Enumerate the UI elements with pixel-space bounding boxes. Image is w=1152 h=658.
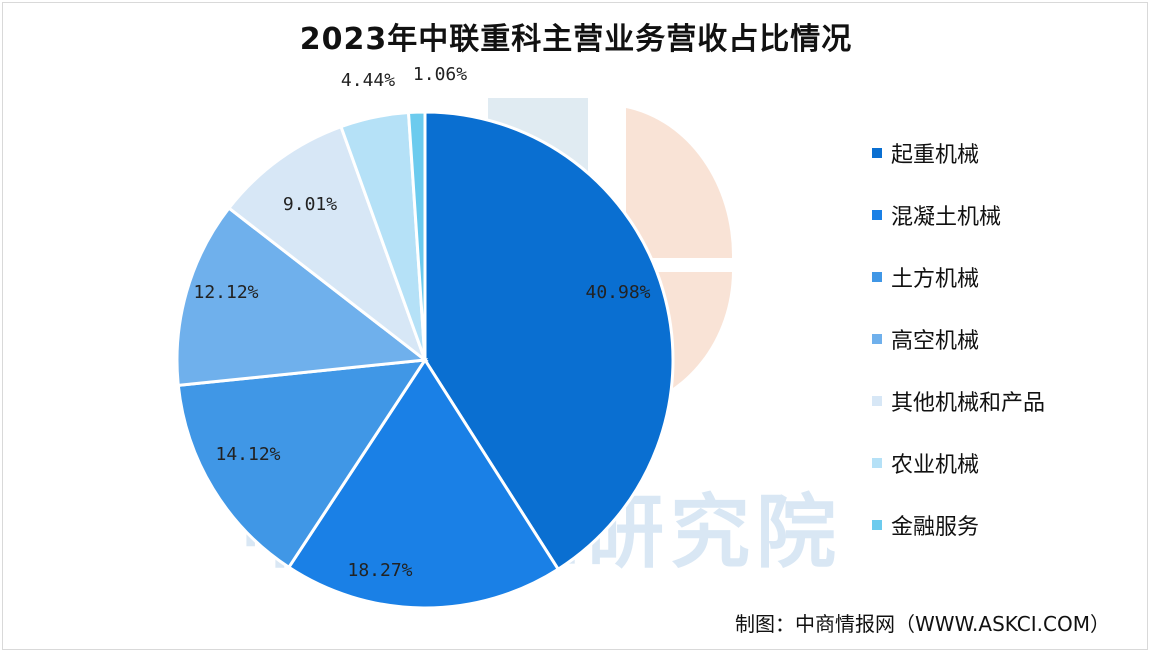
- legend-swatch: [872, 148, 882, 158]
- pie-slice-3: [176, 358, 428, 570]
- legend-label: 混凝土机械: [891, 205, 1002, 230]
- legend-swatch: [872, 334, 882, 344]
- legend-swatch: [872, 458, 882, 468]
- slice-label-2: 18.27%: [347, 560, 412, 581]
- source-note: 制图：中商情报网（WWW.ASKCI.COM）: [735, 612, 1110, 636]
- legend: 起重机械混凝土机械土方机械高空机械其他机械和产品 农业机械金融服务: [872, 122, 1045, 556]
- legend-item-3: 土方机械: [872, 246, 1045, 308]
- legend-item-2: 混凝土机械: [872, 184, 1045, 246]
- slice-label-1: 40.98%: [585, 282, 650, 303]
- legend-label: 高空机械: [891, 329, 980, 354]
- chart-frame: [2, 2, 1148, 650]
- slice-label-3: 14.12%: [215, 444, 280, 465]
- legend-label: 金融服务: [891, 515, 980, 540]
- legend-item-5: 其他机械和产品: [872, 370, 1045, 432]
- slice-label-7: 1.06%: [413, 64, 467, 85]
- legend-swatch: [872, 520, 882, 530]
- slice-label-6: 4.44%: [341, 70, 395, 91]
- chart-title: 2023年中联重科主营业务营收占比情况: [299, 22, 853, 57]
- legend-swatch: [872, 272, 882, 282]
- legend-item-7: 金融服务: [872, 494, 1045, 556]
- legend-item-1: 起重机械: [872, 122, 1045, 184]
- legend-swatch: [872, 210, 882, 220]
- slice-label-5: 9.01%: [283, 194, 337, 215]
- legend-label: 其他机械和产品: [891, 391, 1046, 416]
- legend-swatch: [872, 396, 882, 406]
- slice-label-4: 12.12%: [193, 282, 258, 303]
- legend-label: 农业机械: [891, 453, 980, 478]
- legend-label: 起重机械: [891, 143, 980, 168]
- pie-slice-7: [406, 110, 427, 361]
- legend-item-4: 高空机械: [872, 308, 1045, 370]
- pie-slice-5: [226, 124, 429, 365]
- pie-slice-4: [175, 206, 429, 388]
- pie-slice-2: [286, 357, 561, 610]
- legend-label: 土方机械: [891, 267, 980, 292]
- legend-item-6: 农业机械: [872, 432, 1045, 494]
